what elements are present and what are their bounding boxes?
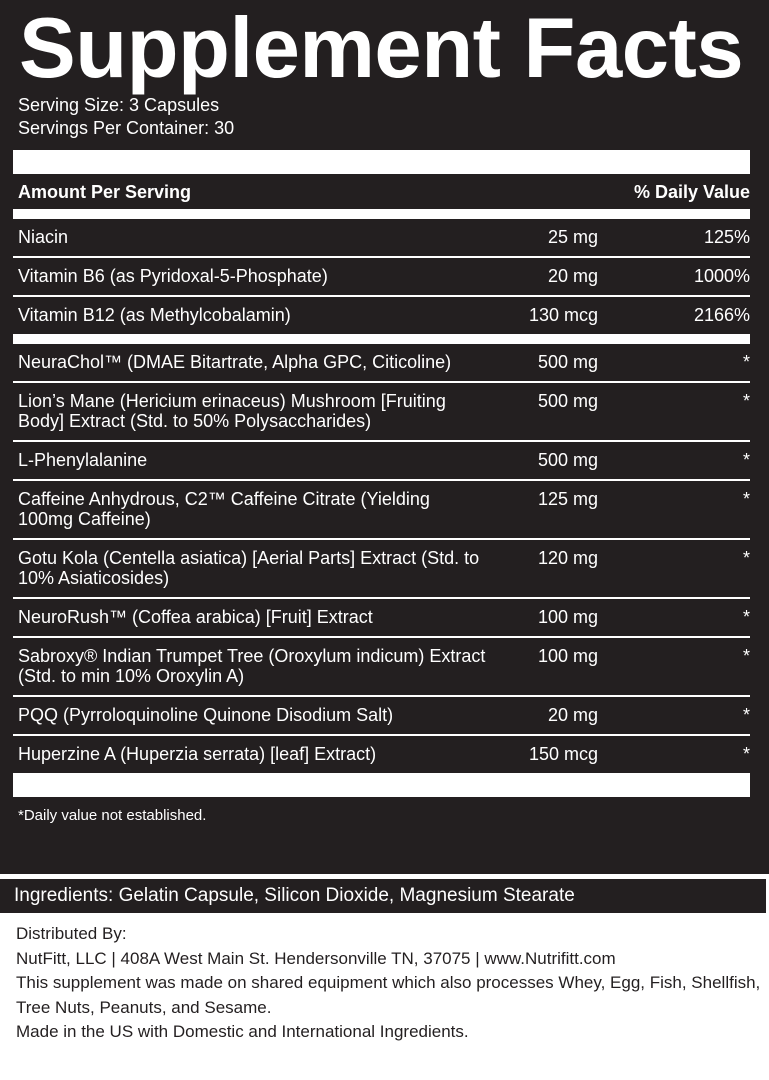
amount: 20 mg bbox=[547, 705, 598, 725]
nutrient-name: Lion’s Mane (Hericium erinaceus) Mushroo… bbox=[18, 391, 446, 431]
divider bbox=[13, 209, 750, 219]
facts-row: Huperzine A (Huperzia serrata) [leaf] Ex… bbox=[13, 734, 750, 773]
daily-value: 2166% bbox=[693, 305, 750, 325]
amount: 150 mcg bbox=[528, 744, 598, 764]
daily-value: * bbox=[742, 489, 750, 509]
divider bbox=[13, 150, 750, 174]
facts-row: Niacin 25 mg 125% bbox=[13, 219, 750, 256]
daily-value: 125% bbox=[703, 227, 750, 247]
daily-value: * bbox=[742, 607, 750, 627]
nutrient-name: Caffeine Anhydrous, C2™ Caffeine Citrate… bbox=[18, 489, 430, 529]
nutrient-name: Huperzine A (Huperzia serrata) [leaf] Ex… bbox=[18, 744, 377, 764]
nutrient-name: L-Phenylalanine bbox=[18, 450, 148, 470]
facts-row: Vitamin B6 (as Pyridoxal-5-Phosphate) 20 … bbox=[13, 256, 750, 295]
divider bbox=[13, 334, 750, 344]
amount: 130 mcg bbox=[528, 305, 598, 325]
amount: 500 mg bbox=[537, 450, 598, 470]
title: Supplement Facts bbox=[19, 1, 744, 96]
serving-size: Serving Size: 3 Capsules bbox=[18, 95, 220, 115]
facts-panel: Supplement Facts Serving Size: 3 Capsule… bbox=[0, 0, 769, 874]
facts-row: NeuroRush™ (Coffea arabica) [Fruit] Extr… bbox=[13, 597, 750, 636]
facts-row: Vitamin B12 (as Methylcobalamin) 130 mcg 2… bbox=[13, 295, 750, 334]
facts-row: Lion’s Mane (Hericium erinaceus) Mushroo… bbox=[13, 381, 750, 440]
nutrient-name: Vitamin B12 (as Methylcobalamin) bbox=[18, 305, 291, 325]
distribution-line: NutFitt, LLC | 408A West Main St. Hender… bbox=[16, 948, 616, 968]
facts-row: L-Phenylalanine 500 mg * bbox=[13, 440, 750, 479]
amount: 100 mg bbox=[537, 646, 598, 666]
footnote: *Daily value not established. bbox=[18, 807, 207, 824]
nutrient-name: PQQ (Pyrroloquinoline Quinone Disodium S… bbox=[18, 705, 394, 725]
distribution-line: This supplement was made on shared equip… bbox=[16, 973, 761, 1017]
amount: 500 mg bbox=[537, 391, 598, 411]
distribution-line: Made in the US with Domestic and Interna… bbox=[16, 1022, 469, 1041]
amount: 20 mg bbox=[547, 266, 598, 286]
daily-value: * bbox=[742, 646, 750, 666]
header-amount: Amount Per Serving bbox=[18, 182, 192, 202]
vitamin-rows: Niacin 25 mg 125% Vitamin B6 (as Pyridoxal-… bbox=[13, 219, 750, 334]
facts-row: NeuraChol™ (DMAE Bitartrate, Alpha GPC, … bbox=[13, 344, 750, 381]
amount: 25 mg bbox=[547, 227, 598, 247]
daily-value: * bbox=[742, 705, 750, 725]
facts-row: PQQ (Pyrroloquinoline Quinone Disodium S… bbox=[13, 695, 750, 734]
daily-value: * bbox=[742, 391, 750, 411]
amount: 125 mg bbox=[537, 489, 598, 509]
facts-row: Sabroxy® Indian Trumpet Tree (Oroxylum i… bbox=[13, 636, 750, 695]
daily-value: 1000% bbox=[693, 266, 750, 286]
table-header: Amount Per Serving % Daily Value bbox=[13, 174, 750, 209]
amount: 100 mg bbox=[537, 607, 598, 627]
header-daily-value: % Daily Value bbox=[633, 182, 750, 202]
ingredient-rows: NeuraChol™ (DMAE Bitartrate, Alpha GPC, … bbox=[13, 344, 750, 773]
distribution: Distributed By: NutFitt, LLC | 408A West … bbox=[16, 922, 766, 1045]
nutrient-name: Sabroxy® Indian Trumpet Tree (Oroxylum i… bbox=[18, 646, 486, 686]
amount: 120 mg bbox=[537, 548, 598, 568]
other-ingredients: Ingredients: Gelatin Capsule, Silicon Di… bbox=[0, 879, 766, 913]
daily-value: * bbox=[742, 450, 750, 470]
nutrient-name: Vitamin B6 (as Pyridoxal-5-Phosphate) bbox=[18, 266, 328, 286]
divider bbox=[13, 773, 750, 797]
amount: 500 mg bbox=[537, 352, 598, 372]
distribution-line: Distributed By: bbox=[16, 924, 127, 943]
servings-per-container: Servings Per Container: 30 bbox=[18, 118, 235, 138]
nutrient-name: NeuraChol™ (DMAE Bitartrate, Alpha GPC, … bbox=[18, 352, 452, 372]
daily-value: * bbox=[742, 352, 750, 372]
nutrient-name: NeuroRush™ (Coffea arabica) [Fruit] Extr… bbox=[18, 607, 373, 627]
nutrient-name: Niacin bbox=[18, 227, 69, 247]
facts-row: Caffeine Anhydrous, C2™ Caffeine Citrate… bbox=[13, 479, 750, 538]
facts-row: Gotu Kola (Centella asiatica) [Aerial Pa… bbox=[13, 538, 750, 597]
daily-value: * bbox=[742, 744, 750, 764]
nutrient-name: Gotu Kola (Centella asiatica) [Aerial Pa… bbox=[18, 548, 480, 588]
daily-value: * bbox=[742, 548, 750, 568]
